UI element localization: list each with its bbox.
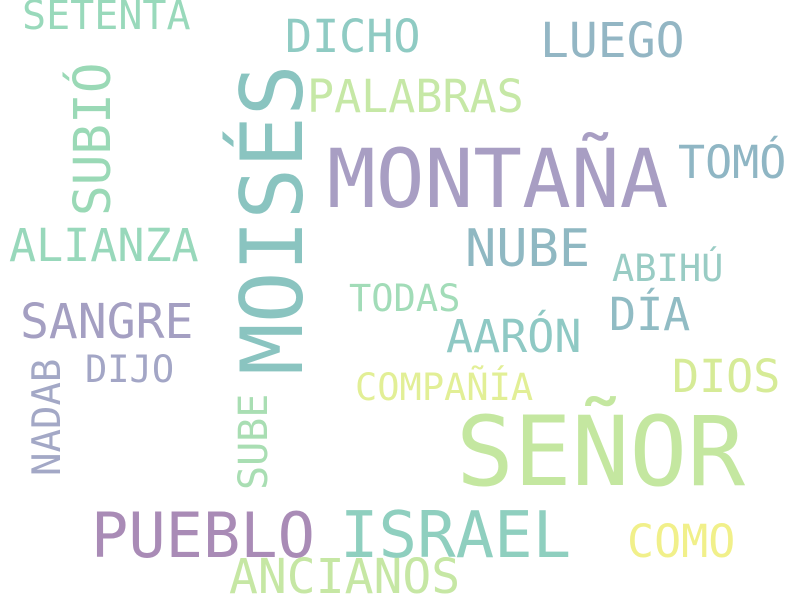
word-dia: DÍA: [609, 288, 691, 341]
word-palabras: PALABRAS: [307, 70, 524, 123]
word-tomo: TOMÓ: [678, 136, 787, 189]
word-ancianos: ANCIANOS: [229, 549, 461, 600]
word-dios: DIOS: [672, 350, 781, 403]
word-pueblo: PUEBLO: [91, 499, 315, 572]
word-abihu: ABIHÚ: [612, 247, 724, 290]
word-todas: TODAS: [349, 277, 461, 320]
word-senor: SEÑOR: [456, 396, 745, 508]
word-sube: SUBE: [231, 393, 277, 490]
word-israel: ISRAEL: [340, 499, 572, 573]
word-subio: SUBIÓ: [64, 62, 123, 216]
word-aaron: AARÓN: [446, 310, 582, 363]
word-setenta: SETENTA: [22, 0, 191, 39]
word-nadab: NADAB: [25, 358, 70, 476]
word-compania: COMPAÑÍA: [355, 366, 534, 409]
word-sangre: SANGRE: [20, 294, 194, 350]
word-nube: NUBE: [465, 219, 591, 279]
word-moises: MOISÉS: [223, 64, 323, 375]
word-luego: LUEGO: [540, 13, 685, 69]
word-montana: MONTAÑA: [327, 133, 669, 227]
word-alianza: ALIANZA: [9, 219, 199, 272]
word-dicho: DICHO: [285, 10, 421, 63]
word-dijo: DIJO: [85, 348, 175, 391]
word-como: COMO: [627, 515, 736, 568]
